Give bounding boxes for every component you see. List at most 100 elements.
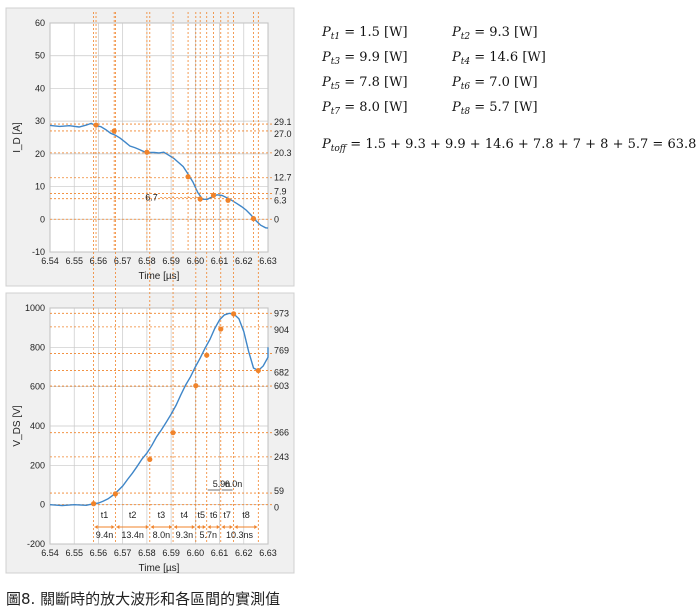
small-duration-label: 5.9n [213, 479, 231, 489]
data-point [170, 430, 176, 436]
x-tick-label: 6.56 [90, 548, 108, 558]
y-tick-label: 1000 [25, 303, 45, 313]
power-equation: Pt7 = 8.0 [W] [321, 100, 408, 117]
data-point [255, 367, 261, 374]
right-value-label: 6.3 [274, 196, 287, 206]
right-value-label: 20.3 [274, 148, 292, 158]
power-equation: Pt6 = 7.0 [W] [451, 75, 538, 92]
interval-label: t1 [101, 510, 109, 520]
duration-label: 9.4n [96, 530, 114, 540]
x-tick-label: 6.59 [162, 548, 180, 558]
power-equation: Pt2 = 9.3 [W] [451, 25, 538, 42]
x-tick-label: 6.62 [235, 256, 253, 266]
right-value-label: 904 [274, 325, 289, 335]
x-tick-label: 6.60 [187, 548, 205, 558]
y-tick-label: 30 [35, 116, 45, 126]
y-tick-label: 600 [30, 382, 45, 392]
y-axis-title: I_D [A] [12, 122, 23, 153]
x-tick-label: 6.63 [259, 548, 277, 558]
interval-label: t5 [198, 510, 206, 520]
data-point [112, 491, 118, 497]
x-tick-label: 6.55 [65, 548, 83, 558]
x-tick-label: 6.54 [41, 256, 59, 266]
data-point [91, 501, 97, 507]
data-point [144, 149, 150, 155]
data-point [231, 311, 237, 317]
power-equation: Pt8 = 5.7 [W] [451, 100, 538, 117]
waveform-line [49, 312, 269, 507]
y-tick-label: 400 [30, 421, 45, 431]
drain-current-chart: 6.54 6.55 6.56 6.57 6.58 6.59 6.60 6.61 6.62 6.63… [12, 12, 292, 282]
right-value-label: 27.0 [274, 129, 292, 139]
data-point [204, 352, 210, 358]
y-tick-label: 40 [35, 83, 45, 93]
data-point [250, 216, 257, 222]
power-equation: Pt3 = 9.9 [W] [321, 50, 408, 67]
power-equation: Ptoff = 1.5 + 9.3 + 9.9 + 14.6 + 7.8 + 7… [321, 137, 696, 154]
power-equation: Pt5 = 7.8 [W] [321, 75, 408, 92]
y-axis-title: V_DS [V] [12, 405, 23, 446]
x-tick-label: 6.62 [235, 548, 253, 558]
right-value-label: 366 [274, 428, 289, 438]
waveform-line [49, 122, 269, 229]
x-tick-label: 6.54 [41, 548, 59, 558]
duration-label: 5.7n [200, 530, 218, 540]
power-equation: Pt1 = 1.5 [W] [321, 25, 408, 42]
x-tick-label: 6.55 [65, 256, 83, 266]
data-point [111, 128, 117, 134]
interval-label: t8 [242, 510, 250, 520]
data-point [225, 197, 231, 203]
y-tick-label: 0 [40, 214, 45, 224]
x-tick-label: 6.58 [138, 548, 156, 558]
y-tick-label: 20 [35, 149, 45, 159]
right-value-label: 0 [274, 214, 279, 224]
figure-caption: 圖8. 關斷時的放大波形和各區間的實測值 [6, 590, 281, 608]
interval-label: t2 [129, 510, 137, 520]
x-axis-title: Time [µs] [139, 563, 180, 574]
drain-voltage-chart: 6.54 6.55 6.56 6.57 6.58 6.59 6.60 6.61 6.62 6.63… [12, 12, 289, 574]
data-point [147, 456, 153, 463]
y-tick-label: 10 [35, 182, 45, 192]
right-value-label: 243 [274, 452, 289, 462]
data-point [210, 192, 217, 199]
x-tick-label: 6.61 [211, 256, 229, 266]
x-axis-title: Time [µs] [139, 271, 180, 282]
interval-label: t6 [210, 510, 218, 520]
x-tick-label: 6.60 [187, 256, 205, 266]
data-point [218, 326, 224, 332]
plot-area [49, 22, 269, 253]
x-tick-label: 6.57 [114, 256, 132, 266]
y-tick-label: 50 [35, 51, 45, 61]
data-point [93, 122, 99, 128]
y-tick-label: -200 [27, 539, 45, 549]
interval-label: t7 [223, 510, 231, 520]
right-value-label: 12.7 [274, 173, 292, 183]
arrow-head [196, 525, 206, 529]
arrow-head [207, 525, 220, 529]
interval-label: t4 [181, 510, 189, 520]
duration-label: 9.3n [176, 530, 194, 540]
right-value-label: 0 [274, 503, 279, 513]
x-tick-label: 6.58 [138, 256, 156, 266]
x-tick-label: 6.56 [90, 256, 108, 266]
duration-label: 13.4n [121, 530, 144, 540]
right-value-label: 973 [274, 308, 289, 318]
data-point [185, 174, 191, 180]
y-tick-label: 0 [40, 500, 45, 510]
power-equation: Pt4 = 14.6 [W] [451, 50, 546, 67]
data-point [193, 383, 199, 389]
interval-label: t3 [158, 510, 166, 520]
x-tick-label: 6.61 [211, 548, 229, 558]
duration-label: 10.3ns [226, 530, 254, 540]
y-tick-label: 200 [30, 460, 45, 470]
small-duration-label: 6.0n [225, 479, 243, 489]
right-value-label: 29.1 [274, 117, 292, 127]
right-value-label: 603 [274, 381, 289, 391]
y-tick-label: 60 [35, 18, 45, 28]
x-tick-label: 6.57 [114, 548, 132, 558]
annotation-label: 6.7 [145, 192, 158, 202]
right-value-label: 7.9 [274, 186, 287, 196]
duration-label: 8.0n [153, 530, 171, 540]
right-value-label: 769 [274, 345, 289, 355]
